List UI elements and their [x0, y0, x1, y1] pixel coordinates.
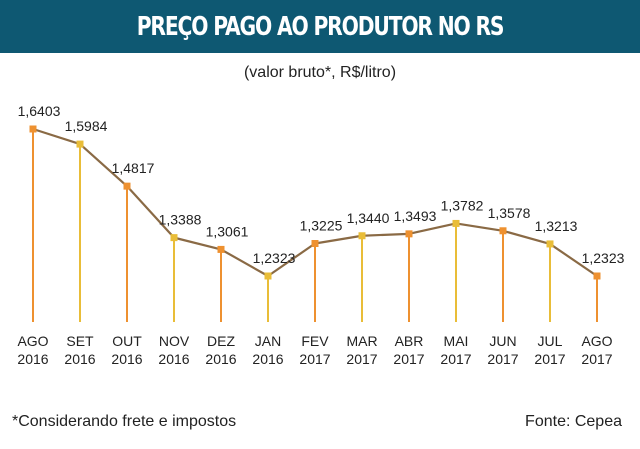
source-credit: Fonte: Cepea — [525, 413, 622, 430]
data-label: 1,4817 — [112, 160, 155, 176]
data-label: 1,3225 — [300, 218, 343, 234]
x-tick-label-month: JUN — [489, 333, 516, 349]
x-tick-label-month: JUL — [538, 333, 563, 349]
x-tick-label-month: AGO — [17, 333, 48, 349]
x-tick-label-month: NOV — [159, 333, 190, 349]
x-tick-label-year: 2017 — [487, 351, 518, 367]
data-point — [76, 140, 84, 148]
data-label: 1,3493 — [394, 208, 437, 224]
data-point — [123, 182, 131, 190]
x-tick-label-year: 2017 — [393, 351, 424, 367]
data-point — [264, 272, 272, 280]
x-tick-label-month: JAN — [255, 333, 281, 349]
chart-header: PREÇO PAGO AO PRODUTOR NO RS — [0, 0, 640, 53]
x-tick-label-year: 2016 — [252, 351, 283, 367]
x-tick-label-month: OUT — [112, 333, 142, 349]
chart-subtitle: (valor bruto*, R$/litro) — [243, 64, 397, 81]
data-point — [358, 232, 366, 240]
data-label: 1,3440 — [347, 210, 390, 226]
x-tick-label-month: AGO — [581, 333, 612, 349]
x-tick-label-month: MAI — [444, 333, 469, 349]
x-tick-label-year: 2017 — [440, 351, 471, 367]
data-label: 1,3782 — [441, 197, 484, 213]
x-tick-label-year: 2016 — [64, 351, 95, 367]
data-point — [405, 230, 413, 238]
data-label: 1,2323 — [253, 250, 296, 266]
x-tick-label-year: 2017 — [534, 351, 565, 367]
data-label: 1,2323 — [582, 250, 625, 266]
data-label: 1,5984 — [65, 118, 108, 134]
data-point — [593, 272, 601, 280]
x-tick-label-year: 2016 — [111, 351, 142, 367]
x-tick-label-year: 2017 — [581, 351, 612, 367]
data-label: 1,3061 — [206, 223, 249, 239]
data-point — [311, 240, 319, 248]
chart-title: PREÇO PAGO AO PRODUTOR NO RS — [136, 11, 505, 42]
x-tick-label-month: ABR — [395, 333, 424, 349]
data-point — [170, 234, 178, 242]
footnote: *Considerando frete e impostos — [12, 413, 237, 430]
x-tick-label-year: 2016 — [17, 351, 48, 367]
data-label: 1,3578 — [488, 205, 531, 221]
data-label: 1,3213 — [535, 218, 578, 234]
x-tick-label-year: 2017 — [346, 351, 377, 367]
data-point — [217, 245, 225, 253]
data-point — [499, 227, 507, 235]
data-point — [546, 240, 554, 248]
x-tick-label-month: MAR — [346, 333, 377, 349]
data-point — [29, 125, 37, 133]
x-tick-label-month: DEZ — [207, 333, 235, 349]
data-label: 1,6403 — [18, 103, 61, 119]
data-point — [452, 219, 460, 227]
x-tick-label-year: 2016 — [158, 351, 189, 367]
x-tick-label-month: FEV — [301, 333, 329, 349]
x-tick-label-year: 2016 — [205, 351, 236, 367]
x-tick-label-month: SET — [66, 333, 94, 349]
data-label: 1,3388 — [159, 212, 202, 228]
x-tick-label-year: 2017 — [299, 351, 330, 367]
